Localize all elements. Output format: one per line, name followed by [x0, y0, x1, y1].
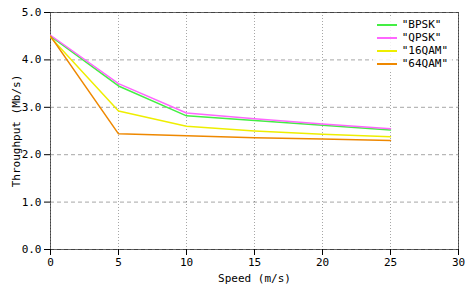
svg-text:20: 20 — [316, 256, 329, 269]
html-text:"16QAM": "16QAM" — [401, 44, 448, 57]
svg-text:10: 10 — [180, 256, 193, 269]
svg-text:4.0: 4.0 — [22, 53, 42, 66]
svg-text:Speed (m/s): Speed (m/s) — [218, 272, 291, 285]
svg-text:0.0: 0.0 — [22, 243, 42, 256]
svg-text:5.0: 5.0 — [22, 6, 42, 19]
svg-text:5: 5 — [115, 256, 122, 269]
html-text:"QPSK": "QPSK" — [401, 31, 442, 44]
svg-text:25: 25 — [384, 256, 397, 269]
svg-text:2.0: 2.0 — [22, 148, 42, 161]
html-text:"64QAM": "64QAM" — [401, 57, 448, 70]
svg-text:1.0: 1.0 — [22, 196, 42, 209]
svg-text:Throughput (Mb/s): Throughput (Mb/s) — [10, 75, 23, 188]
svg-text:3.0: 3.0 — [22, 101, 42, 114]
svg-text:15: 15 — [248, 256, 261, 269]
svg-text:0: 0 — [47, 256, 54, 269]
svg-text:30: 30 — [452, 256, 465, 269]
html-text:"BPSK": "BPSK" — [401, 18, 442, 31]
